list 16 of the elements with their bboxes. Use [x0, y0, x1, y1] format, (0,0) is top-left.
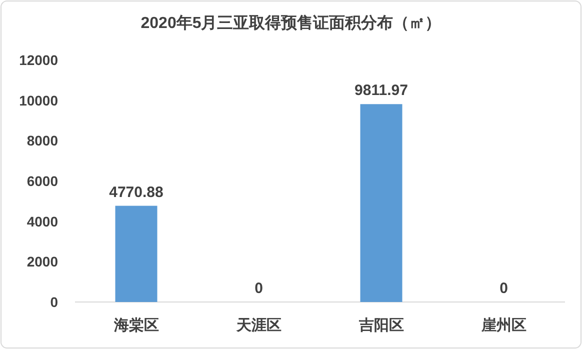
y-tick-label: 4000	[26, 213, 58, 230]
data-label: 9811.97	[354, 82, 408, 100]
y-tick-label: 2000	[26, 254, 58, 270]
data-label: 0	[500, 280, 508, 297]
y-tick-label: 0	[50, 294, 58, 310]
x-tick-label: 海棠区	[112, 317, 159, 334]
data-label: 0	[254, 280, 263, 297]
y-tick-label: 8000	[26, 132, 58, 149]
x-tick-label: 崖州区	[480, 317, 526, 334]
x-tick-label: 天涯区	[235, 317, 282, 334]
y-tick-label: 6000	[26, 173, 58, 189]
x-tick-label: 吉阳区	[358, 317, 404, 334]
y-tick-label: 10000	[19, 92, 58, 108]
chart-title: 2020年5月三亚取得预售证面积分布（㎡）	[140, 14, 442, 32]
y-tick-label: 12000	[19, 52, 58, 68]
data-label: 4770.88	[109, 184, 164, 201]
